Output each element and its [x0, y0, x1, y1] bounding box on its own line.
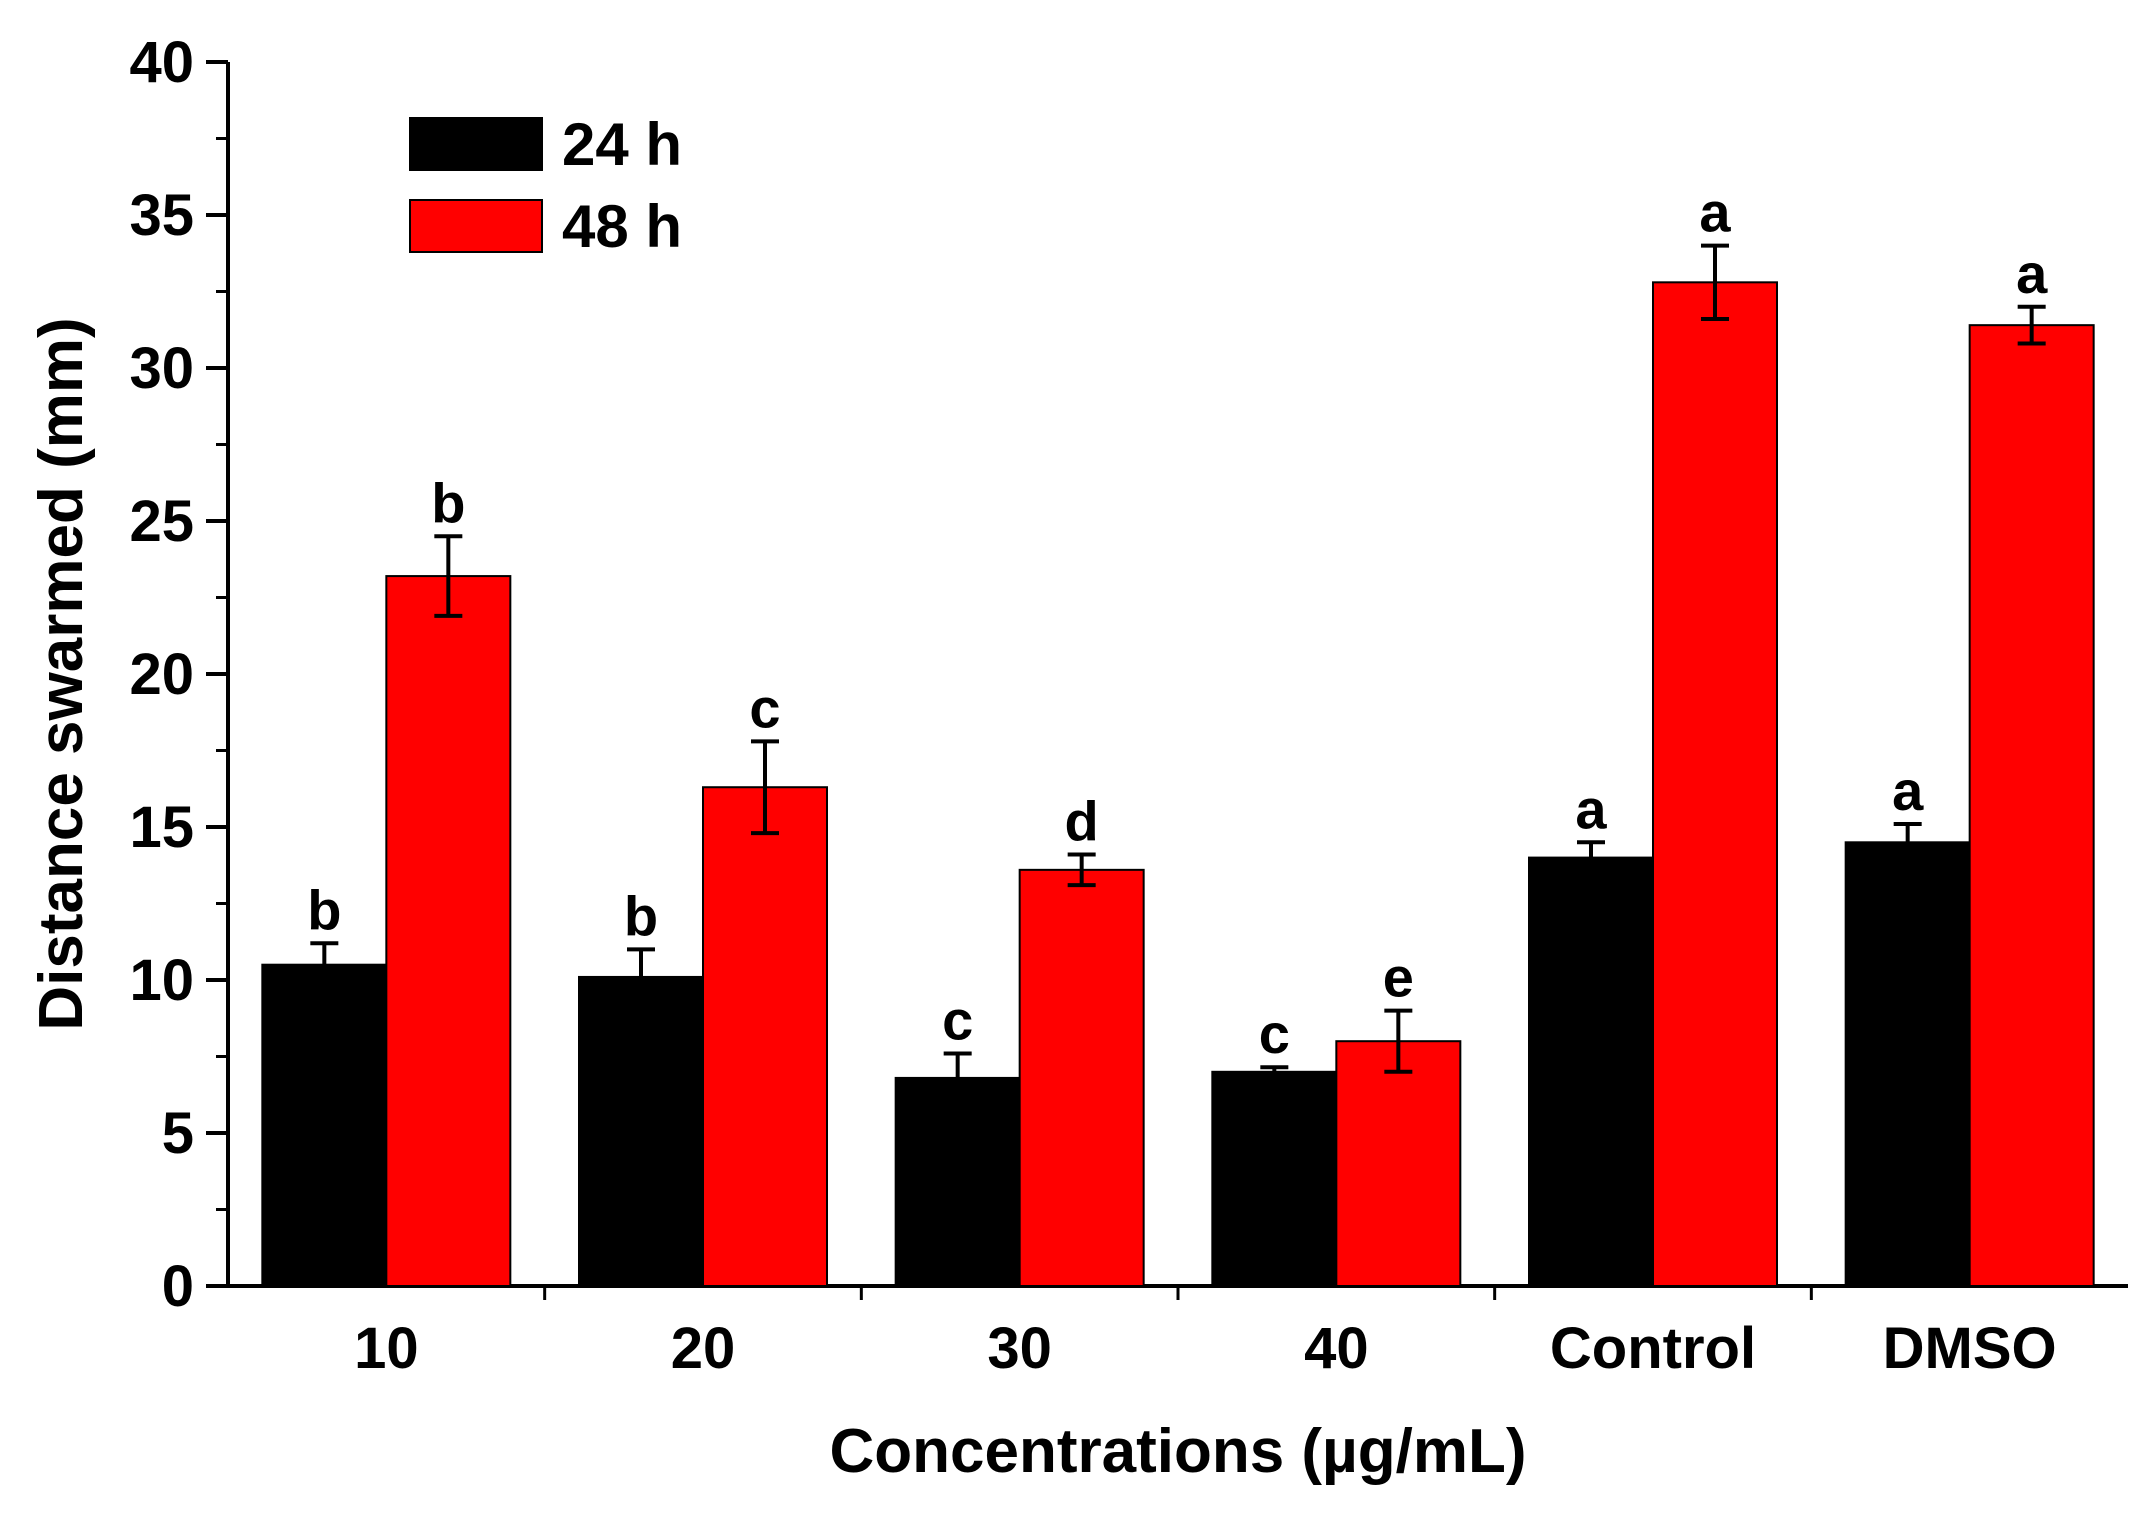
plot-area: 0 5 10 15 20 25 30 35 40 b b 10 b c 20 c d 30 c e 40 a a Contro…: [129, 30, 2128, 1381]
significance-label: c: [749, 676, 780, 739]
bar-24h-40: [1211, 1070, 1338, 1288]
significance-label: c: [1259, 1002, 1290, 1065]
bar-48h-control: [1652, 281, 1778, 1287]
bar-48h-10: [385, 575, 512, 1287]
x-tick-label: Control: [1550, 1316, 1756, 1381]
x-tick-label: 30: [987, 1316, 1052, 1381]
significance-label: b: [624, 884, 658, 947]
significance-label: b: [307, 878, 341, 941]
bar-48h-30: [1018, 868, 1145, 1288]
y-tick-label: 20: [129, 642, 194, 707]
significance-label: a: [2016, 242, 2048, 305]
x-tick-label: 20: [671, 1316, 736, 1381]
bar-24h-control: [1528, 856, 1654, 1287]
significance-label: a: [1575, 777, 1607, 840]
y-axis-title: Distance swarmed (mm): [27, 317, 96, 1030]
x-tick-label: 40: [1304, 1316, 1369, 1381]
bar-48h-40: [1335, 1040, 1462, 1287]
significance-label: e: [1383, 946, 1414, 1009]
legend-label: 24 h: [562, 111, 682, 178]
y-tick-label: 40: [129, 30, 194, 95]
legend-swatch-24h: [409, 117, 543, 171]
significance-label: d: [1065, 790, 1099, 853]
bar-24h-dmso: [1844, 841, 1971, 1287]
bar-24h-30: [894, 1076, 1021, 1288]
y-tick-label: 25: [129, 489, 194, 554]
significance-label: b: [431, 471, 465, 534]
y-tick-label: 30: [129, 336, 194, 401]
y-tick-label: 15: [129, 795, 194, 860]
bar-48h-dmso: [1968, 324, 2095, 1288]
y-tick-label: 35: [129, 183, 194, 248]
x-tick-label: 10: [354, 1316, 419, 1381]
y-tick-label: 5: [162, 1101, 194, 1166]
bar-48h-20: [702, 786, 828, 1287]
x-axis-title: Concentrations (µg/mL): [829, 1417, 1526, 1486]
significance-label: c: [942, 988, 973, 1051]
bar-24h-10: [261, 963, 388, 1287]
x-tick-label: DMSO: [1883, 1316, 2057, 1381]
bar-24h-20: [578, 975, 704, 1287]
y-tick-label: 0: [162, 1254, 194, 1319]
legend-label: 48 h: [562, 193, 682, 260]
significance-label: a: [1699, 181, 1731, 244]
y-tick-label: 10: [129, 948, 194, 1013]
legend: 24 h 48 h: [409, 111, 682, 260]
significance-label: a: [1892, 759, 1924, 822]
legend-swatch-48h: [409, 199, 543, 253]
